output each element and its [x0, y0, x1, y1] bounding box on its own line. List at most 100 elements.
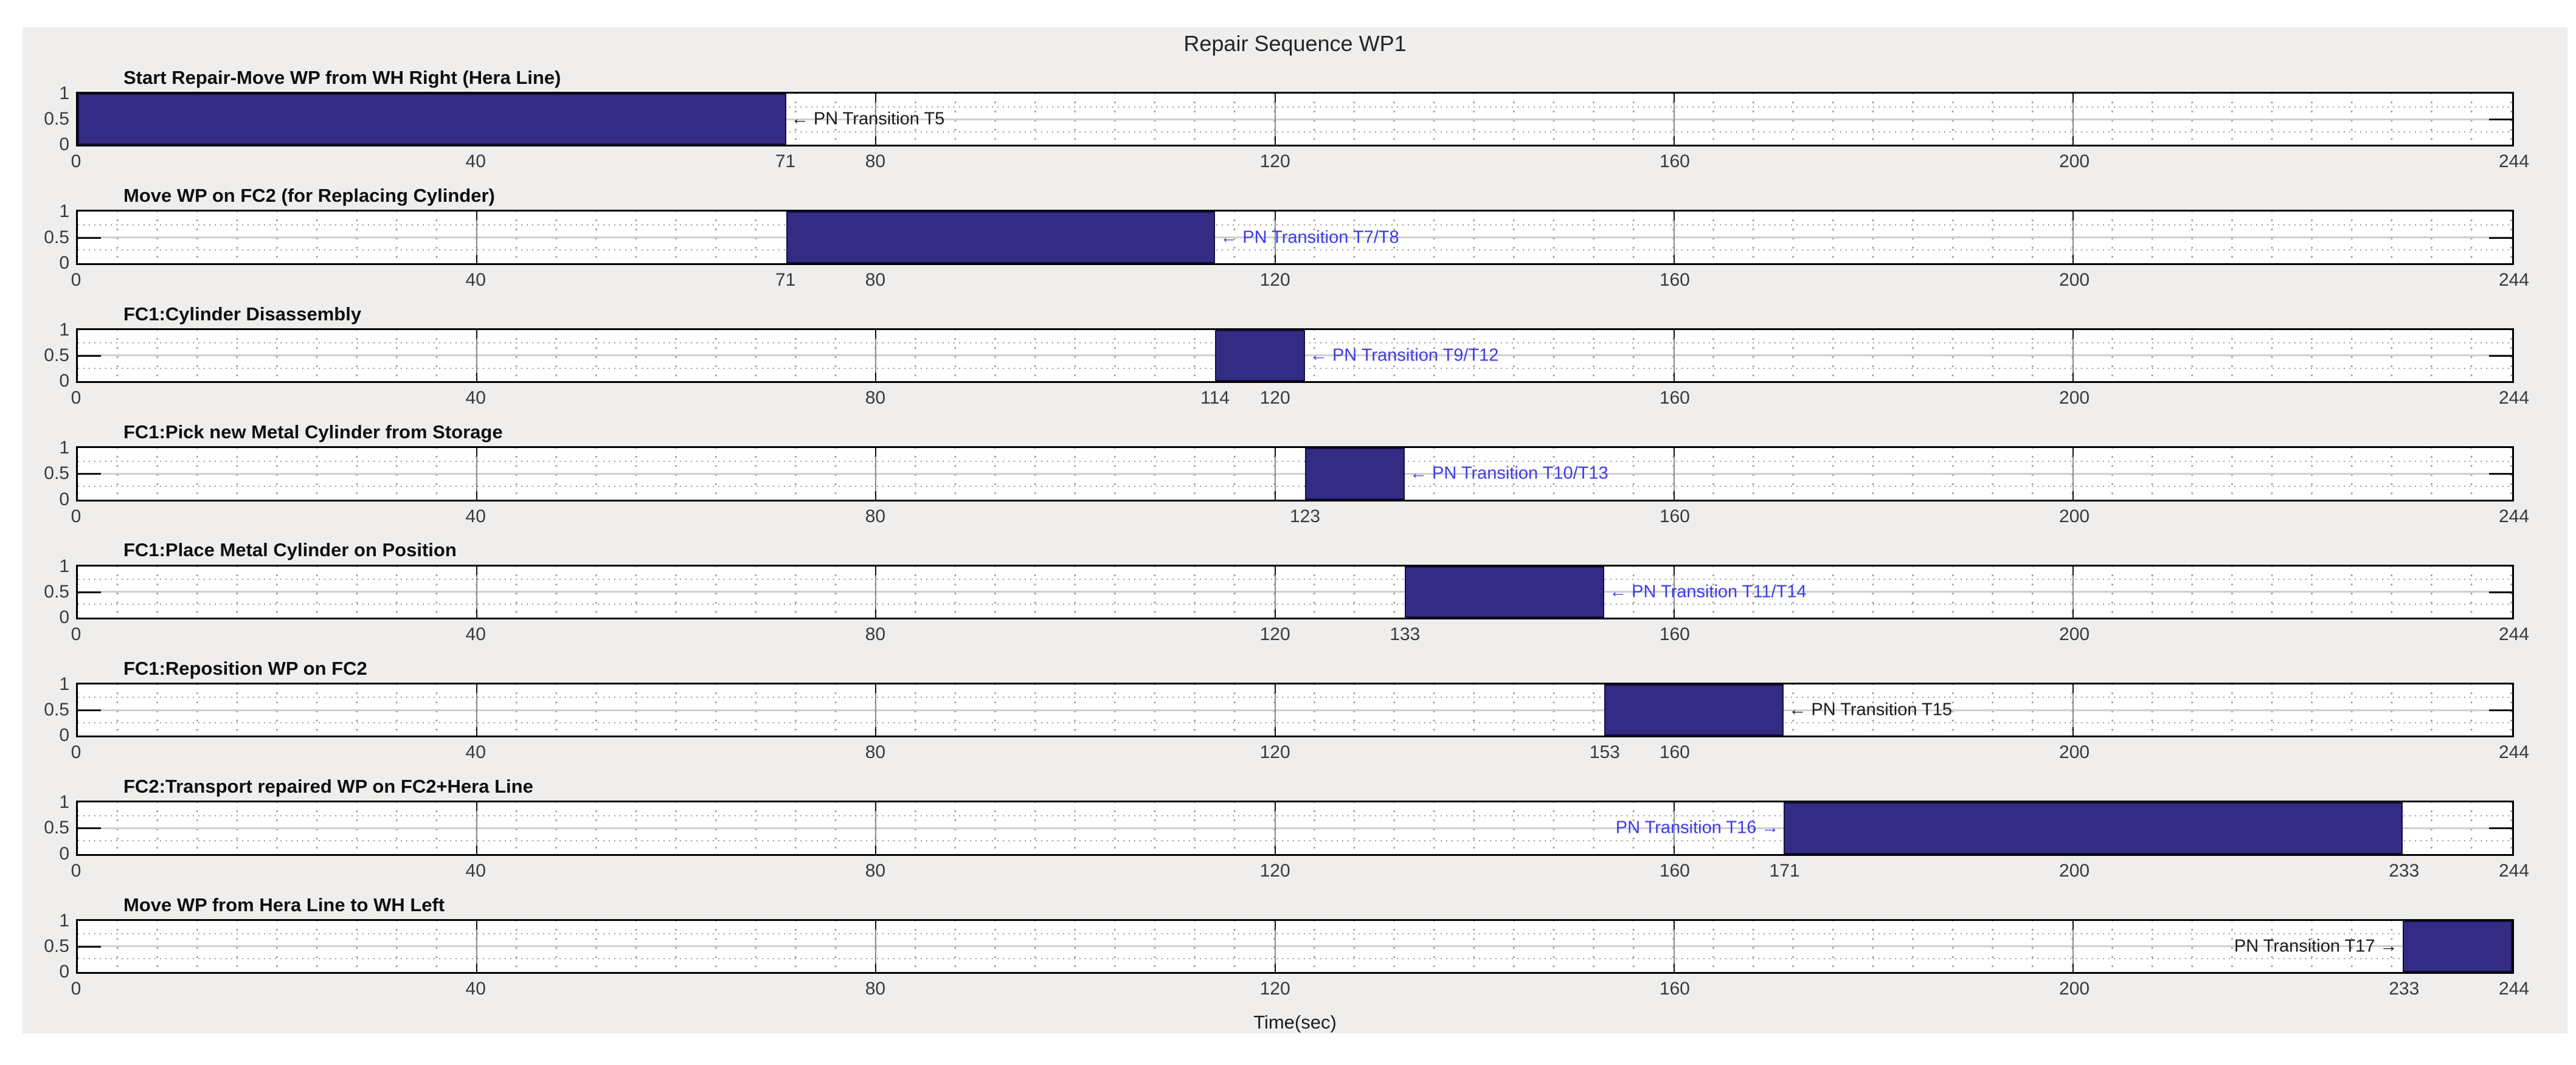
y-tick-label: 0: [59, 962, 69, 982]
y-tick-mark-left: [78, 473, 101, 475]
x-axis-tick-labels: 0 40 80 114 120 160 200 244: [71, 383, 2529, 416]
major-gridline: [1274, 802, 1276, 854]
x-tick-label: 160: [1659, 860, 1690, 881]
annotation-label: PN Transition T17 →: [2234, 936, 2398, 956]
subplot-axes: ← PN Transition T7/T8 1 0.5 0: [44, 201, 2514, 273]
minor-grid: [78, 212, 2512, 263]
subplot-title: FC1:Place Metal Cylinder on Position: [123, 539, 457, 561]
x-tick-label: 40: [465, 506, 486, 526]
x-tick-label: 153: [1589, 742, 1620, 763]
x-tick-label: 0: [71, 624, 81, 644]
major-gridline: [1673, 802, 1675, 854]
y-tick-label: 0: [59, 489, 69, 509]
x-tick-label: 244: [2498, 506, 2530, 526]
x-tick-label: 80: [865, 742, 886, 763]
major-gridline: [1274, 212, 1276, 263]
y-tick-mark-right: [2489, 354, 2512, 357]
subplot-axes: ← PN Transition T10/T13 1 0.5 0: [44, 438, 2514, 509]
x-tick-label: 80: [865, 269, 886, 290]
x-tick-label: 0: [71, 742, 81, 763]
y-tick-label: 0: [59, 134, 69, 155]
major-gridline: [1274, 566, 1276, 618]
signal-bar: [1215, 329, 1305, 382]
major-gridline: [476, 920, 478, 972]
x-tick-label: 0: [71, 979, 81, 999]
annotation-label: ← PN Transition T9/T12: [1309, 345, 1499, 365]
subplot-row: FC1:Pick new Metal Cylinder from Storage…: [44, 416, 2529, 534]
x-tick-label: 0: [71, 269, 81, 290]
y-tick-label: 0.5: [44, 581, 69, 602]
x-tick-label: 160: [1659, 269, 1690, 290]
annotation-label: ← PN Transition T5: [791, 109, 945, 129]
major-gridline: [875, 920, 877, 972]
y-tick-label: 1: [59, 83, 69, 103]
x-tick-label: 233: [2389, 979, 2420, 999]
annotation-label: ← PN Transition T7/T8: [1220, 227, 1399, 247]
subplot-axes: ← PN Transition T11/T14 1 0.5 0: [44, 556, 2514, 627]
x-tick-label: 171: [1769, 860, 1800, 881]
major-gridline: [875, 802, 877, 854]
y-tick-label: 0: [59, 371, 69, 391]
y-tick-mark-left: [78, 236, 101, 239]
x-tick-label: 40: [465, 151, 486, 172]
minor-grid: [78, 684, 2512, 736]
x-tick-label: 244: [2498, 860, 2530, 881]
x-tick-label: 80: [865, 388, 886, 408]
major-gridline: [476, 329, 478, 382]
major-gridline: [1673, 94, 1675, 145]
subplot-row: Move WP on FC2 (for Replacing Cylinder) ←…: [44, 179, 2529, 297]
major-gridline: [2072, 920, 2074, 972]
y-tick-mark-left: [78, 354, 101, 357]
y-tick-mark-right: [2489, 236, 2512, 239]
subplot-title: Move WP from Hera Line to WH Left: [123, 894, 445, 915]
major-gridline: [1274, 448, 1276, 500]
x-tick-label: 80: [865, 860, 886, 881]
major-gridline: [875, 448, 877, 500]
x-tick-label: 120: [1259, 742, 1290, 763]
x-tick-label: 160: [1659, 979, 1690, 999]
y-tick-mark-right: [2489, 473, 2512, 475]
x-tick-label: 40: [465, 742, 486, 763]
major-gridline: [1673, 920, 1675, 972]
annotation-label: ← PN Transition T11/T14: [1609, 582, 1807, 602]
x-tick-label: 200: [2059, 624, 2090, 644]
x-axis-label: Time(sec): [1253, 1012, 1337, 1033]
figure-title: Repair Sequence WP1: [1183, 31, 1407, 56]
y-tick-label: 1: [59, 438, 69, 458]
x-tick-label: 0: [71, 860, 81, 881]
x-tick-label: 114: [1200, 388, 1230, 408]
x-tick-label: 200: [2059, 506, 2090, 526]
major-gridline: [1274, 684, 1276, 736]
minor-grid: [78, 566, 2512, 618]
x-tick-label: 120: [1259, 269, 1290, 290]
x-axis-tick-labels: 0 40 80 120 153 160 200 244: [71, 737, 2529, 770]
major-gridline: [2072, 212, 2074, 263]
x-tick-label: 244: [2498, 624, 2530, 644]
subplot-row: FC1:Cylinder Disassembly ← PN Transition …: [44, 298, 2529, 416]
x-axis-tick-labels: 0 40 80 120 160 200 233 244: [71, 974, 2529, 1007]
x-tick-label: 233: [2389, 860, 2420, 881]
major-gridline: [2072, 329, 2074, 382]
y-tick-mark-left: [78, 709, 101, 712]
x-tick-label: 120: [1259, 151, 1290, 172]
x-tick-label: 160: [1659, 388, 1690, 408]
major-gridline: [2072, 94, 2074, 145]
x-tick-label: 200: [2059, 269, 2090, 290]
y-tick-mark-right: [2489, 709, 2512, 712]
subplot-title: FC1:Reposition WP on FC2: [123, 657, 367, 679]
subplot-title: FC1:Cylinder Disassembly: [123, 303, 362, 325]
annotation-label: ← PN Transition T10/T13: [1409, 463, 1608, 483]
y-tick-label: 1: [59, 792, 69, 813]
x-tick-label: 200: [2059, 860, 2090, 881]
x-tick-label: 0: [71, 506, 81, 526]
y-tick-label: 1: [59, 910, 69, 931]
x-tick-label: 160: [1659, 506, 1690, 526]
x-tick-label: 120: [1259, 388, 1290, 408]
y-tick-label: 0.5: [44, 345, 69, 365]
y-tick-mark-right: [2489, 591, 2512, 593]
x-tick-label: 200: [2059, 979, 2090, 999]
major-gridline: [476, 212, 478, 263]
y-tick-label: 0: [59, 843, 69, 864]
y-tick-label: 0: [59, 252, 69, 273]
subplot-axes: ← PN Transition T5 1 0.5 0: [44, 83, 2514, 154]
